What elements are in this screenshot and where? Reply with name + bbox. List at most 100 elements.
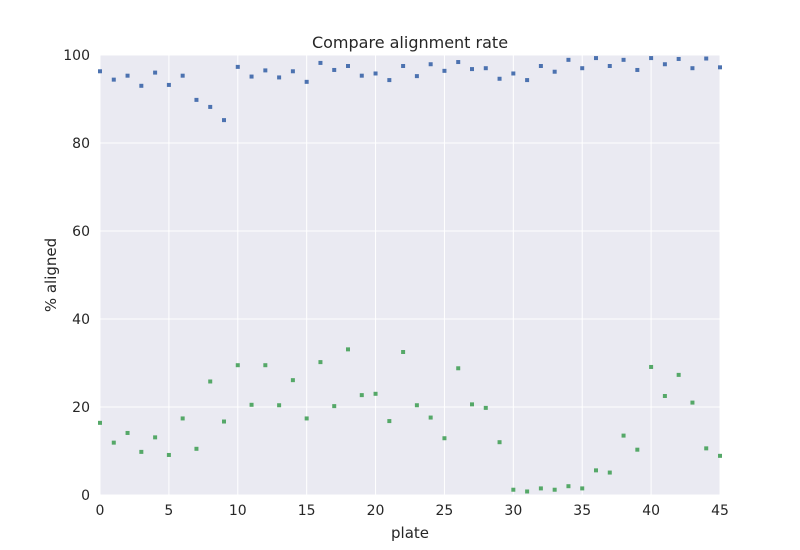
data-point xyxy=(649,56,654,61)
data-point xyxy=(456,60,461,65)
y-tick-label: 0 xyxy=(81,488,90,504)
data-point xyxy=(621,57,626,62)
data-point xyxy=(304,79,309,84)
data-point xyxy=(235,64,240,69)
data-point xyxy=(594,56,598,61)
data-point xyxy=(346,64,350,68)
data-point xyxy=(690,400,695,405)
chart-title: Compare alignment rate xyxy=(312,33,508,52)
data-point xyxy=(428,62,433,67)
data-point xyxy=(566,484,571,489)
data-point xyxy=(649,364,654,369)
data-point xyxy=(98,420,102,425)
data-point xyxy=(635,447,640,452)
data-point xyxy=(552,487,557,492)
data-point xyxy=(235,363,240,368)
data-point xyxy=(718,453,722,458)
data-point xyxy=(442,68,447,73)
data-point xyxy=(263,363,268,368)
data-point xyxy=(346,347,350,352)
data-point xyxy=(718,65,722,70)
data-point xyxy=(525,78,530,83)
data-point xyxy=(166,452,171,457)
data-point xyxy=(290,378,295,383)
data-point xyxy=(111,77,116,82)
data-point xyxy=(166,82,171,87)
data-point xyxy=(222,419,226,424)
data-point xyxy=(676,56,681,61)
data-point xyxy=(511,71,516,76)
x-tick-label: 25 xyxy=(436,503,454,519)
x-tick-label: 35 xyxy=(573,503,591,519)
x-tick-label: 5 xyxy=(164,503,173,519)
x-tick-label: 0 xyxy=(96,503,105,519)
data-point xyxy=(470,67,474,72)
data-point xyxy=(208,379,213,384)
y-tick-label: 60 xyxy=(72,224,90,240)
series-2 xyxy=(98,347,722,494)
data-point xyxy=(139,83,144,88)
data-point xyxy=(414,403,419,408)
data-point xyxy=(580,486,585,491)
data-point xyxy=(676,372,681,377)
data-point xyxy=(690,66,695,71)
y-tick-label: 40 xyxy=(72,312,90,328)
data-point xyxy=(277,75,282,80)
data-point xyxy=(153,435,158,440)
data-point xyxy=(607,64,612,68)
data-point xyxy=(387,78,392,83)
data-point xyxy=(249,402,254,407)
data-point xyxy=(538,64,543,68)
data-point xyxy=(373,391,378,396)
data-point xyxy=(525,489,530,494)
x-tick-label: 30 xyxy=(504,503,522,519)
x-tick-label: 40 xyxy=(642,503,660,519)
y-axis-ticks: 0 20 40 60 80 100 xyxy=(63,48,90,504)
x-axis-label: plate xyxy=(391,524,429,542)
data-point xyxy=(566,57,571,62)
data-point xyxy=(497,76,502,81)
data-point xyxy=(180,416,185,421)
data-point xyxy=(662,62,667,67)
x-tick-label: 20 xyxy=(367,503,385,519)
data-point xyxy=(249,74,254,79)
data-point xyxy=(332,404,337,409)
data-point xyxy=(194,446,199,451)
data-point xyxy=(290,69,295,74)
data-point xyxy=(594,468,598,473)
data-point xyxy=(483,66,488,71)
data-point xyxy=(111,440,116,445)
data-point xyxy=(552,69,557,74)
data-point xyxy=(428,415,433,420)
data-point xyxy=(263,68,268,73)
data-point xyxy=(470,402,474,407)
data-point xyxy=(332,67,337,72)
y-axis-label: % aligned xyxy=(42,238,60,312)
data-point xyxy=(125,430,130,435)
data-point xyxy=(704,56,709,61)
data-point xyxy=(194,97,199,102)
data-point xyxy=(387,419,392,424)
data-point xyxy=(497,440,502,445)
data-point xyxy=(208,104,213,109)
data-point xyxy=(401,64,406,68)
data-point xyxy=(662,394,667,398)
data-points xyxy=(98,56,722,494)
x-tick-label: 45 xyxy=(711,503,729,519)
x-tick-label: 15 xyxy=(298,503,316,519)
data-point xyxy=(635,67,640,72)
plot-area xyxy=(100,55,720,495)
data-point xyxy=(318,60,323,65)
data-point xyxy=(304,416,309,421)
data-point xyxy=(456,366,461,371)
y-tick-label: 80 xyxy=(72,136,90,152)
y-tick-label: 100 xyxy=(63,48,90,64)
series-1 xyxy=(98,56,722,123)
data-point xyxy=(359,393,364,398)
data-point xyxy=(580,66,585,71)
data-point xyxy=(139,449,144,454)
data-point xyxy=(483,405,488,410)
data-point xyxy=(704,446,709,451)
data-point xyxy=(414,74,419,79)
data-point xyxy=(442,436,447,441)
